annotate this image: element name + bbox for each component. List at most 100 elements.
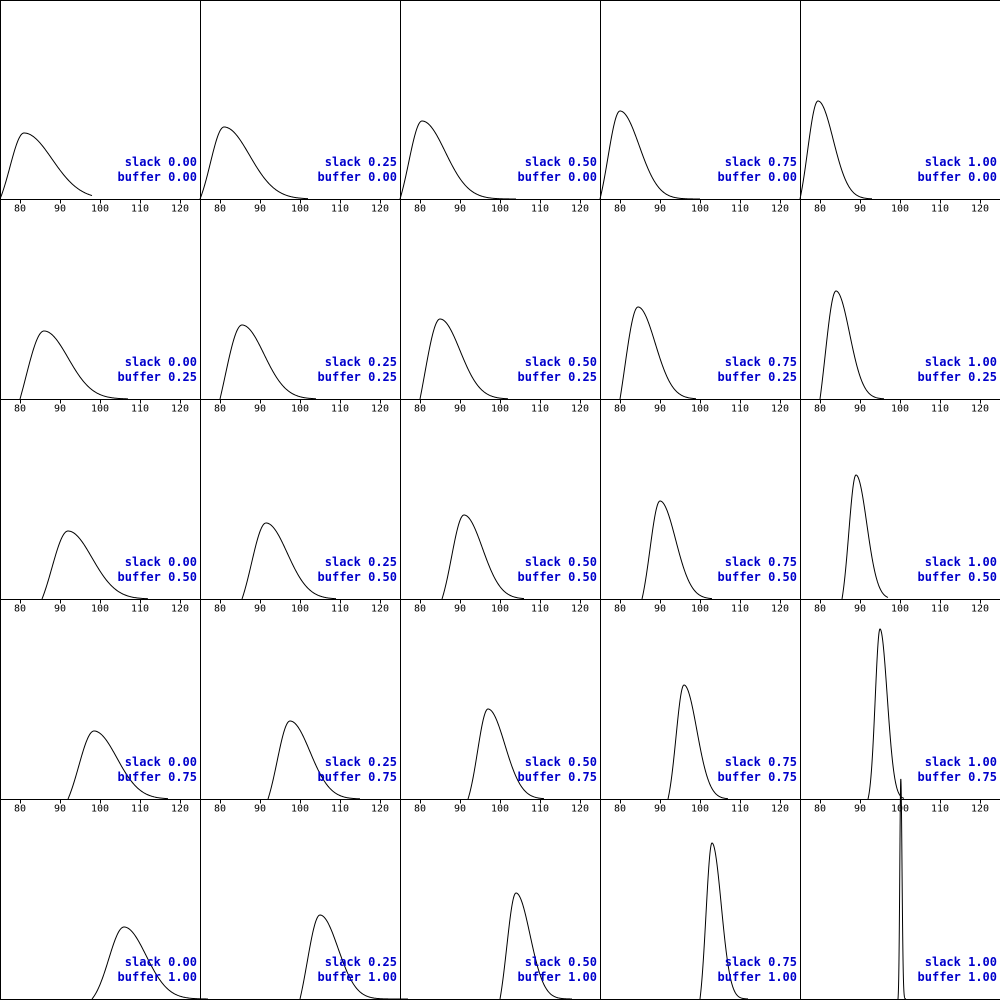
buffer-label: buffer 1.00 (918, 970, 997, 984)
x-tick-label: 120 (371, 404, 389, 415)
buffer-label: buffer 0.25 (918, 370, 997, 384)
x-tick-label: 100 (491, 604, 509, 615)
buffer-label: buffer 0.75 (518, 770, 597, 784)
buffer-label: buffer 0.25 (118, 370, 197, 384)
x-tick-label: 120 (171, 204, 189, 215)
density-curve (241, 522, 337, 600)
density-curve (699, 842, 749, 1000)
x-tick-label: 110 (531, 804, 549, 815)
x-tick-label: 120 (371, 204, 389, 215)
slack-label: slack 0.75 (725, 955, 797, 969)
x-tick-label: 90 (54, 804, 66, 815)
density-curve (441, 514, 525, 600)
density-curve (897, 778, 907, 1000)
buffer-label: buffer 0.50 (918, 570, 997, 584)
buffer-label: buffer 0.75 (918, 770, 997, 784)
x-tick-label: 80 (214, 804, 226, 815)
x-tick-label: 80 (814, 804, 826, 815)
x-tick-label: 100 (891, 204, 909, 215)
slack-label: slack 0.25 (325, 755, 397, 769)
density-curve (67, 730, 169, 800)
x-tick-label: 120 (771, 204, 789, 215)
buffer-label: buffer 1.00 (518, 970, 597, 984)
buffer-label: buffer 0.25 (718, 370, 797, 384)
buffer-label: buffer 0.50 (518, 570, 597, 584)
x-tick-label: 80 (414, 204, 426, 215)
slack-label: slack 0.50 (525, 355, 597, 369)
x-tick-label: 90 (654, 404, 666, 415)
buffer-label: buffer 0.50 (318, 570, 397, 584)
x-tick-label: 100 (691, 204, 709, 215)
buffer-label: buffer 0.50 (118, 570, 197, 584)
x-tick-label: 100 (91, 604, 109, 615)
buffer-label: buffer 0.00 (118, 170, 197, 184)
x-tick-label: 100 (691, 804, 709, 815)
density-curve (399, 120, 516, 200)
x-tick-label: 90 (654, 204, 666, 215)
buffer-label: buffer 1.00 (118, 970, 197, 984)
x-tick-label: 80 (814, 404, 826, 415)
density-curve (841, 474, 889, 600)
slack-label: slack 0.75 (725, 155, 797, 169)
density-curve (91, 926, 209, 1000)
x-tick-label: 80 (14, 604, 26, 615)
buffer-label: buffer 0.00 (518, 170, 597, 184)
x-tick-label: 110 (731, 204, 749, 215)
x-tick-label: 90 (54, 604, 66, 615)
buffer-label: buffer 0.25 (318, 370, 397, 384)
slack-label: slack 1.00 (925, 355, 997, 369)
density-curve (467, 708, 545, 800)
x-tick-label: 110 (131, 804, 149, 815)
slack-label: slack 0.75 (725, 355, 797, 369)
density-curve (799, 100, 873, 200)
density-curve (41, 530, 149, 600)
buffer-label: buffer 0.00 (718, 170, 797, 184)
x-tick-label: 90 (854, 204, 866, 215)
x-tick-label: 90 (254, 804, 266, 815)
x-tick-label: 110 (131, 404, 149, 415)
density-curve (819, 290, 885, 400)
x-tick-label: 120 (571, 204, 589, 215)
x-tick-label: 110 (731, 404, 749, 415)
x-tick-label: 80 (214, 204, 226, 215)
density-curve (867, 628, 905, 800)
slack-label: slack 0.25 (325, 955, 397, 969)
x-tick-label: 110 (931, 204, 949, 215)
x-tick-label: 120 (171, 404, 189, 415)
slack-label: slack 0.50 (525, 755, 597, 769)
x-tick-label: 80 (414, 804, 426, 815)
slack-label: slack 0.25 (325, 355, 397, 369)
x-tick-label: 80 (614, 404, 626, 415)
x-tick-label: 100 (291, 404, 309, 415)
x-tick-label: 90 (54, 204, 66, 215)
slack-label: slack 1.00 (925, 555, 997, 569)
x-tick-label: 110 (331, 404, 349, 415)
density-curve (219, 324, 317, 400)
x-tick-label: 100 (491, 404, 509, 415)
x-tick-label: 90 (454, 604, 466, 615)
density-curve (641, 500, 713, 600)
slack-label: slack 0.50 (525, 955, 597, 969)
slack-label: slack 0.75 (725, 555, 797, 569)
slack-label: slack 0.00 (125, 555, 197, 569)
buffer-label: buffer 1.00 (318, 970, 397, 984)
x-tick-label: 120 (571, 404, 589, 415)
buffer-label: buffer 0.75 (718, 770, 797, 784)
x-tick-label: 110 (731, 804, 749, 815)
x-tick-label: 100 (891, 404, 909, 415)
slack-label: slack 0.75 (725, 755, 797, 769)
slack-label: slack 0.50 (525, 155, 597, 169)
x-tick-label: 120 (971, 804, 989, 815)
x-tick-label: 120 (971, 204, 989, 215)
slack-label: slack 0.00 (125, 755, 197, 769)
x-tick-label: 110 (931, 404, 949, 415)
